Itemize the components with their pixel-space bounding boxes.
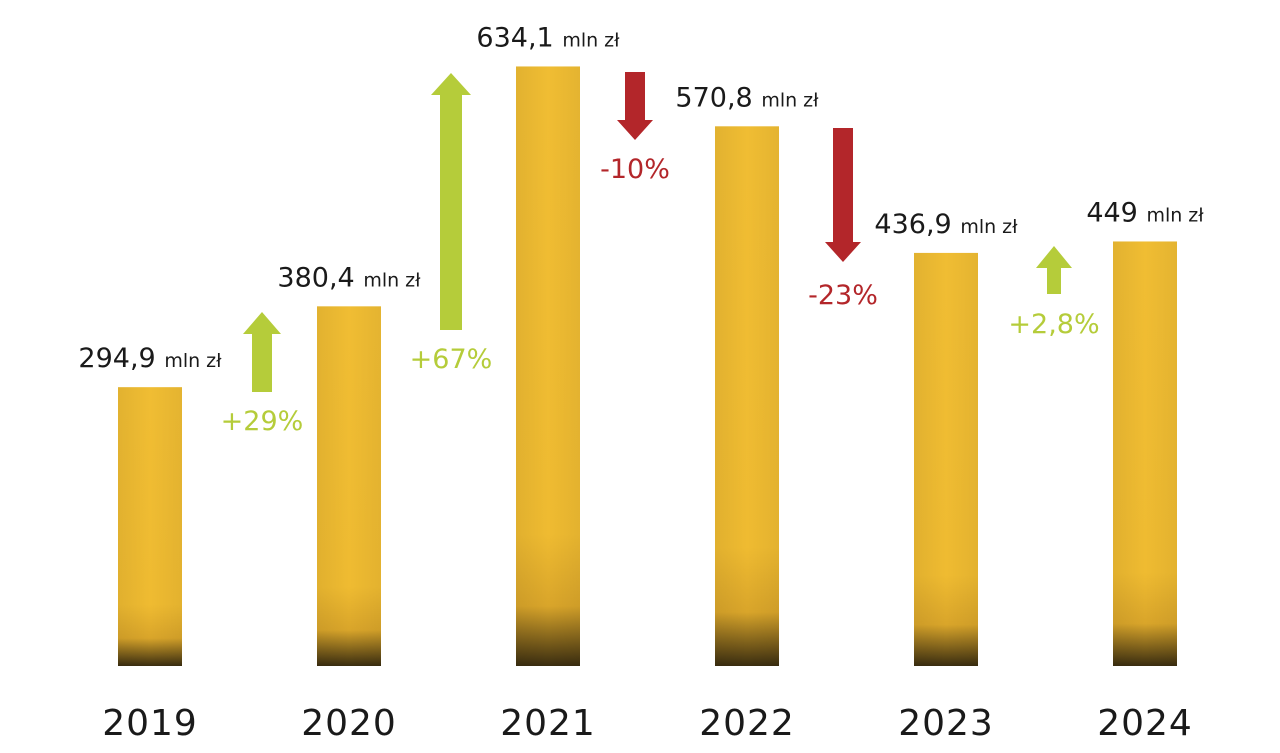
bar-shade-2020: [317, 306, 381, 666]
up-arrow-icon: [243, 312, 281, 392]
year-label-2019: 2019: [102, 703, 198, 744]
year-label-2024: 2024: [1097, 703, 1193, 744]
up-arrow-icon: [431, 73, 471, 330]
change-label-5: +2,8%: [1008, 309, 1099, 340]
change-label-2: +67%: [410, 344, 493, 375]
value-label-2023: 436,9 mln zł: [874, 209, 1018, 240]
down-arrow-icon: [825, 128, 861, 262]
bar-shade-2021: [516, 66, 580, 667]
year-label-2020: 2020: [301, 703, 397, 744]
change-label-1: +29%: [221, 406, 304, 437]
year-label-2022: 2022: [699, 703, 795, 744]
value-label-2022: 570,8 mln zł: [675, 82, 819, 113]
down-arrow-icon: [617, 72, 653, 140]
year-label-2021: 2021: [500, 703, 596, 744]
change-label-4: -23%: [808, 280, 878, 311]
bar-shade-2023: [914, 252, 978, 666]
value-label-2024: 449 mln zł: [1086, 197, 1204, 228]
bar-shade-2024: [1113, 241, 1177, 666]
value-label-2020: 380,4 mln zł: [277, 262, 421, 293]
change-label-3: -10%: [600, 154, 670, 185]
year-label-2023: 2023: [898, 703, 994, 744]
value-label-2019: 294,9 mln zł: [78, 343, 222, 374]
bar-shade-2019: [118, 387, 182, 666]
up-arrow-icon: [1036, 246, 1072, 294]
value-label-2021: 634,1 mln zł: [476, 22, 620, 53]
bar-shade-2022: [715, 126, 779, 667]
